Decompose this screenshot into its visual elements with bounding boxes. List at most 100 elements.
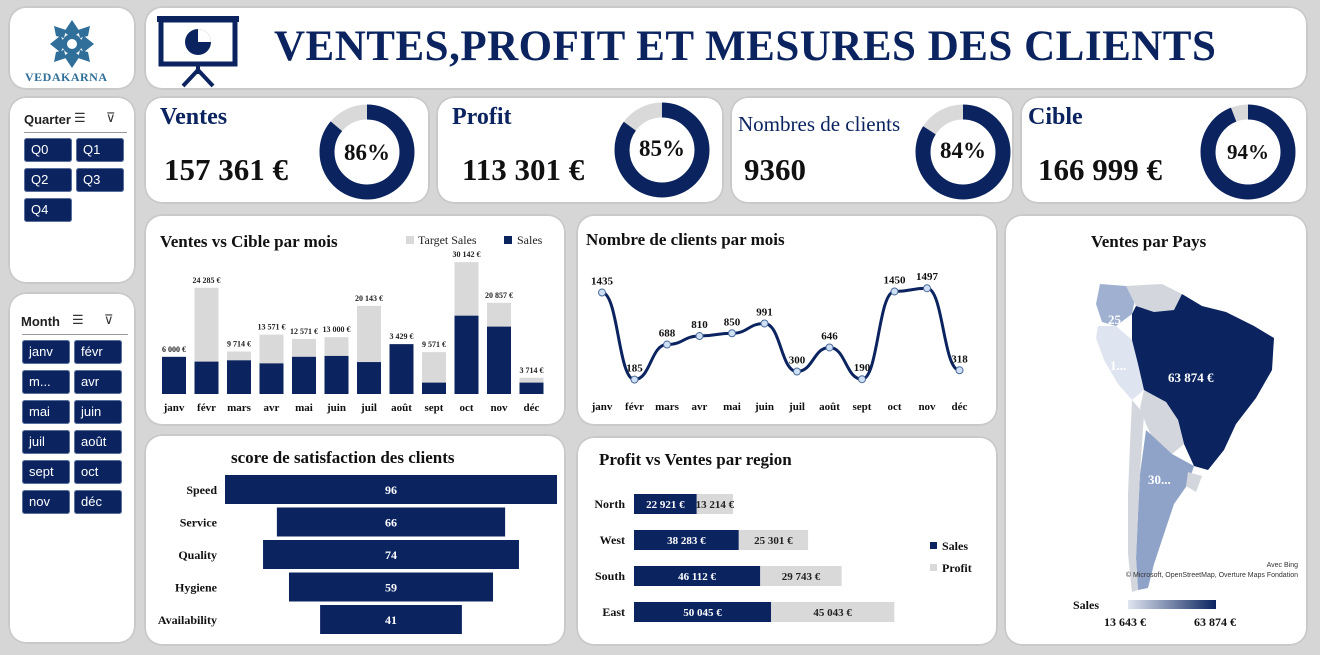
kpi-card-ventes: Ventes 157 361 € 86%: [144, 96, 430, 204]
slicer-item-month[interactable]: févr: [74, 340, 122, 364]
funnel-bar: [320, 605, 462, 634]
slicer-divider: [22, 334, 128, 335]
profit-vs-sales-region-chart: 22 921 € 13 214 € North 38 283 € 25 301 € Wes…: [594, 494, 972, 622]
map-region-colombia: [1096, 284, 1136, 326]
slicer-item-q1[interactable]: Q1: [76, 138, 124, 162]
x-tick-label: nov: [918, 401, 936, 413]
bar-sales: [634, 494, 697, 514]
slicer-item-month[interactable]: juin: [74, 400, 122, 424]
x-tick-label: juin: [754, 401, 774, 413]
region-category-label: East: [602, 605, 625, 619]
bar-sales: [454, 315, 479, 394]
slicer-item-month[interactable]: mai: [22, 400, 70, 424]
kpi-label: Profit: [452, 104, 512, 130]
funnel-value-label: 96: [385, 483, 397, 497]
bar-sales: [194, 361, 219, 394]
bar-profit: [696, 494, 733, 514]
x-tick-label: janv: [591, 401, 613, 413]
line-point: [955, 366, 964, 375]
bar-sales: [389, 344, 414, 394]
map-attribution-2: © Microsoft, OpenStreetMap, Overture Map…: [1125, 572, 1298, 579]
funnel-bar: [288, 572, 494, 602]
line-point: [728, 329, 736, 338]
logo-card: VEDAKARNA: [8, 6, 136, 90]
funnel-value-label: 74: [385, 548, 397, 562]
x-tick-label: sept: [853, 401, 872, 413]
slicer-item-q2[interactable]: Q2: [24, 168, 72, 192]
donut-arc: [319, 104, 415, 200]
map-card: Ventes par Pays 63 874 € 25... 1... 30..…: [1004, 214, 1308, 646]
slicer-title: Month: [21, 314, 60, 329]
clients-line: [601, 286, 961, 382]
line-data-label: 850: [724, 316, 741, 328]
kpi-donut: [1200, 104, 1296, 200]
donut-arc: [614, 102, 710, 198]
slicer-item-q3[interactable]: Q3: [76, 168, 124, 192]
funnel-category-label: Speed: [186, 483, 217, 497]
bar-sales: [259, 363, 284, 394]
month-slicer: Month ☰ ⊽ janv févr m... avr mai juin juil août…: [8, 292, 136, 644]
x-tick-label: oct: [459, 402, 473, 414]
bar-data-label: 13 000 €: [323, 325, 351, 334]
funnel-bar: [225, 475, 557, 504]
slicer-title: Quarter: [24, 112, 71, 127]
x-tick-label: août: [819, 401, 840, 413]
slicer-item-q4[interactable]: Q4: [24, 198, 72, 222]
slicer-item-month[interactable]: m...: [22, 370, 70, 394]
slicer-item-month[interactable]: sept: [22, 460, 70, 484]
funnel-category-label: Service: [180, 516, 218, 530]
bar-sales: [634, 530, 739, 550]
legend-swatch-profit: [930, 564, 937, 571]
slicer-item-month[interactable]: août: [74, 430, 122, 454]
slicer-item-month[interactable]: juil: [22, 430, 70, 454]
logo-text: VEDAKARNA: [25, 70, 108, 84]
x-tick-label: juil: [788, 401, 805, 413]
region-category-label: North: [594, 497, 625, 511]
kpi-value: 113 301 €: [462, 152, 585, 187]
chart-title: Ventes vs Cible par mois: [160, 232, 338, 251]
line-data-label: 810: [691, 319, 708, 331]
x-tick-label: mai: [723, 401, 741, 413]
line-data-label: 318: [951, 353, 968, 365]
line-data-label: 646: [821, 330, 838, 342]
x-tick-label: févr: [625, 401, 644, 413]
clear-filter-icon[interactable]: ⊽: [104, 312, 114, 327]
line-point: [858, 375, 866, 384]
slicer-divider: [24, 132, 127, 133]
map-region-bolivia: [1140, 390, 1184, 454]
legend-label-target: Target Sales: [418, 233, 477, 247]
bar-data-label: 12 571 €: [290, 327, 318, 336]
slicer-item-month[interactable]: avr: [74, 370, 122, 394]
bar-sales: [324, 355, 349, 394]
slicer-item-month[interactable]: déc: [74, 490, 122, 514]
slicer-item-month[interactable]: oct: [74, 460, 122, 484]
bar-data-label: 3 429 €: [390, 332, 414, 341]
kpi-donut: [319, 104, 415, 200]
multi-select-icon[interactable]: ☰: [74, 110, 86, 125]
bar-sales: [227, 360, 251, 394]
bar-data-label: 13 571 €: [258, 323, 286, 332]
line-point: [663, 340, 671, 349]
line-data-label: 190: [854, 362, 871, 374]
kpi-donut-label: 94%: [1227, 140, 1269, 164]
bar-profit-label: 45 043 €: [813, 607, 852, 619]
quarter-slicer: Quarter ☰ ⊽ Q0 Q1 Q2 Q3 Q4: [8, 96, 136, 284]
slicer-item-month[interactable]: nov: [22, 490, 70, 514]
bar-profit-label: 29 743 €: [782, 571, 821, 583]
logo-icon: [50, 20, 94, 68]
slicer-item-q0[interactable]: Q0: [24, 138, 72, 162]
x-tick-label: déc: [524, 402, 540, 414]
x-tick-label: mars: [227, 402, 252, 414]
slicer-item-month[interactable]: janv: [22, 340, 70, 364]
bar-sales-label: 22 921 €: [646, 499, 685, 511]
sales-vs-target-chart: Target Sales Sales 6 000 € janv 24 285 € févr…: [162, 233, 544, 414]
multi-select-icon[interactable]: ☰: [72, 312, 84, 327]
bar-data-label: 24 285 €: [193, 276, 221, 285]
bar-profit-label: 13 214 €: [696, 499, 735, 511]
kpi-donut-label: 84%: [940, 138, 986, 163]
x-tick-label: oct: [887, 401, 901, 413]
clear-filter-icon[interactable]: ⊽: [106, 110, 116, 125]
legend-swatch-sales: [930, 542, 937, 549]
funnel-value-label: 59: [385, 581, 397, 595]
legend-label-sales: Sales: [942, 539, 968, 553]
